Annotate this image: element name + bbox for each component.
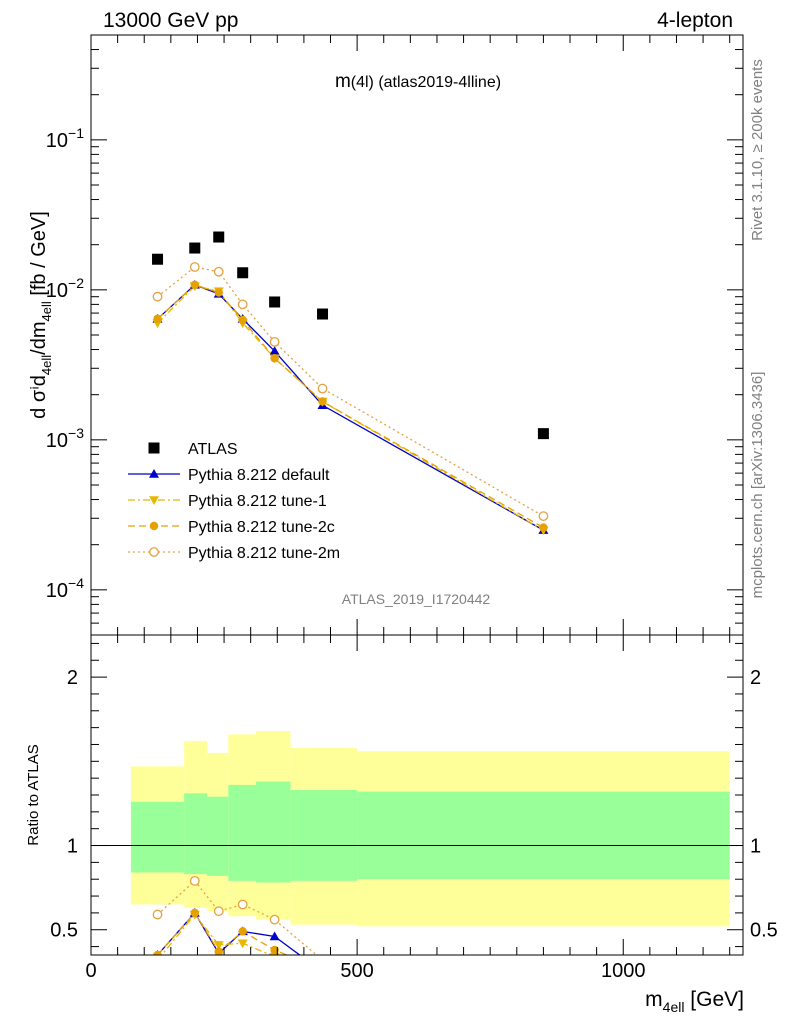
main-marker-3-6 <box>539 523 548 532</box>
legend: ATLAS Pythia 8.212 default Pythia 8.212 tu… <box>128 441 340 562</box>
main-marker-3-2 <box>214 288 223 297</box>
ratio-marker-2-1 <box>190 908 200 918</box>
ratio-ytick-label-2: 2 <box>67 667 78 689</box>
main-marker-0-6 <box>537 428 549 440</box>
main-marker-4-4 <box>269 336 280 347</box>
legend-label-4: Pythia 8.212 tune-2m <box>188 545 340 562</box>
ratio-plot-frame <box>90 634 744 956</box>
legend-label-1: Pythia 8.212 default <box>188 467 330 484</box>
ratio-marker-0-5 <box>318 967 328 976</box>
main-marker-4-3 <box>237 299 248 310</box>
ratio-band-green-4 <box>255 781 291 883</box>
legend-marker-1 <box>149 469 159 478</box>
ratio-marker-1-4 <box>269 952 280 955</box>
ratio-line-3 <box>157 879 318 955</box>
main-marker-3-4 <box>270 353 279 363</box>
main-marker-0-0 <box>152 253 164 265</box>
main-marker-0-5 <box>317 308 329 320</box>
ratio-ytick-label-right-1: 1 <box>750 836 761 858</box>
ratio-band-green-2 <box>207 796 229 876</box>
ratio-band-green-5 <box>290 789 358 881</box>
main-series-markers <box>152 231 549 536</box>
legend-marker-2 <box>149 496 159 505</box>
ratio-ytick-label-right-0: 0.5 <box>750 920 778 942</box>
main-marker-3-0 <box>153 314 162 324</box>
ratio-ytick-label-1: 1 <box>67 836 78 858</box>
ratio-line-1 <box>160 913 273 955</box>
ratio-marker-2-2 <box>214 947 223 955</box>
ratio-ytick-label-right-2: 2 <box>750 667 761 689</box>
ratio-xtick-label-2: 1000 <box>601 960 646 982</box>
ratio-marker-0-4 <box>269 931 280 941</box>
ratio-marker-2-3 <box>238 927 247 936</box>
ratio-band-green-0 <box>130 801 185 873</box>
main-marker-4-5 <box>317 383 328 394</box>
main-ylabel: d σⁱd4ell/dm4ell [fb / GeV] <box>28 211 54 419</box>
ratio-marker-3-2 <box>213 906 224 917</box>
ratio-marker-2-4 <box>270 945 279 955</box>
main-marker-4-2 <box>213 266 224 277</box>
ratio-marker-3-5 <box>318 956 327 965</box>
legend-marker-3 <box>149 521 159 531</box>
legend-marker-0 <box>148 442 160 454</box>
main-ytick-label-1: 10−2 <box>46 275 84 302</box>
plot-title: m(4l) (atlas2019-4lline) <box>335 71 501 92</box>
tick-labels: 10−1 10−2 10−3 10−4 0.5 0.5 1 1 2 2 0 500 1000 <box>46 125 778 982</box>
ratio-series-markers <box>152 875 328 976</box>
ratio-marker-3-0 <box>152 909 163 920</box>
ratio-band-green-6 <box>357 791 730 880</box>
ratio-series-lines <box>157 879 318 955</box>
ratio-marker-1-5 <box>318 966 328 975</box>
main-marker-0-2 <box>213 231 225 243</box>
ratio-marker-1-2 <box>213 941 224 950</box>
legend-label-2: Pythia 8.212 tune-1 <box>188 493 327 510</box>
ratio-marker-1-0 <box>153 956 163 965</box>
legend-marker-4 <box>149 547 159 557</box>
header-right: 4-lepton <box>657 9 733 32</box>
main-marker-4-6 <box>538 511 549 522</box>
rivet-label: Rivet 3.1.10, ≥ 200k events <box>749 59 766 241</box>
main-line-3 <box>157 284 544 529</box>
header-left: 13000 GeV pp <box>103 9 238 32</box>
ratio-uncertainty-bands <box>130 731 730 927</box>
ratio-xtick-label-0: 0 <box>85 960 96 982</box>
main-marker-1-4 <box>269 346 280 355</box>
ratio-band-green-1 <box>184 793 208 875</box>
main-marker-0-1 <box>189 242 201 254</box>
ratio-marker-3-3 <box>237 899 248 910</box>
ratio-line-2 <box>157 911 289 955</box>
ratio-marker-2-0 <box>153 950 162 955</box>
main-ytick-label-0: 10−1 <box>46 125 84 152</box>
legend-label-0: ATLAS <box>188 441 238 458</box>
legend-label-3: Pythia 8.212 tune-2c <box>188 519 335 536</box>
mcplots-label: mcplots.cern.ch [arXiv:1306.3436] <box>749 372 766 599</box>
main-marker-3-5 <box>318 397 327 406</box>
ratio-ylabel: Ratio to ATLAS <box>25 744 42 845</box>
ratio-xlabel: m4ell [GeV] <box>645 988 744 1015</box>
main-marker-0-3 <box>237 267 249 279</box>
ratio-ytick-label-0: 0.5 <box>50 920 78 942</box>
main-marker-4-1 <box>189 262 200 272</box>
main-marker-0-4 <box>269 296 281 308</box>
main-marker-3-3 <box>238 315 247 325</box>
ratio-xtick-label-1: 500 <box>340 960 373 982</box>
main-marker-4-0 <box>152 291 163 302</box>
ratio-marker-2-5 <box>318 966 327 975</box>
analysis-label: ATLAS_2019_I1720442 <box>342 591 491 607</box>
ratio-marker-3-4 <box>269 914 280 925</box>
main-ytick-label-3: 10−4 <box>46 575 84 602</box>
main-series-lines <box>157 266 544 531</box>
ratio-band-green-3 <box>228 784 256 881</box>
ratio-marker-3-1 <box>189 875 200 886</box>
ratio-marker-1-3 <box>237 939 248 949</box>
main-ytick-label-2: 10−3 <box>46 425 84 452</box>
main-marker-3-1 <box>190 280 200 290</box>
